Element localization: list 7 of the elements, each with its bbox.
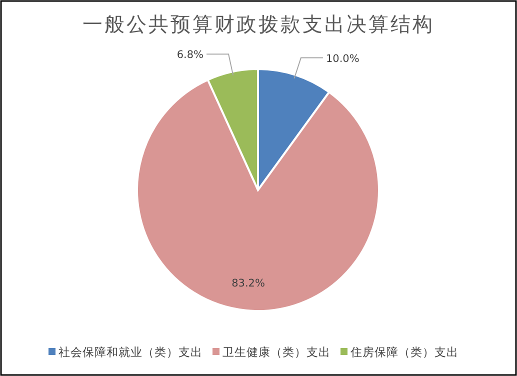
data-label: 10.0%	[326, 52, 360, 65]
chart-title: 一般公共预算财政拨款支出决算结构	[82, 12, 434, 36]
legend-label: 卫生健康（类）支出	[222, 345, 330, 359]
legend-label: 社会保障和就业（类）支出	[58, 345, 202, 359]
data-label: 83.2%	[232, 277, 265, 290]
data-label: 6.8%	[176, 49, 204, 62]
legend-label: 住房保障（类）支出	[350, 345, 458, 359]
